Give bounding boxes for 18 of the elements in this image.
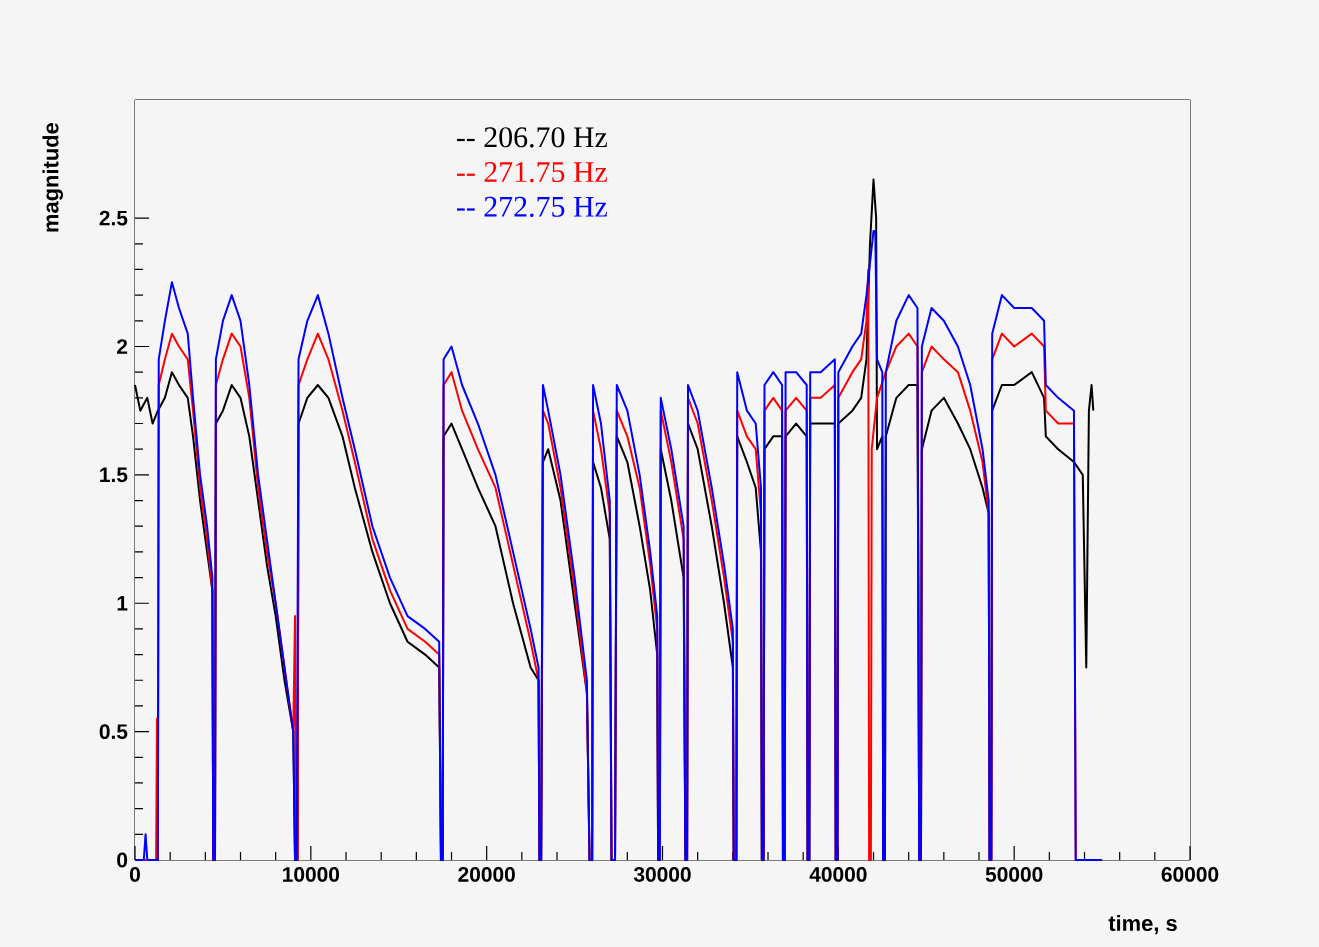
y-tick-label: 0.5 [99, 724, 128, 740]
y-tick-label: 2 [117, 339, 128, 354]
x-tick-label: 10000 [283, 867, 340, 882]
x-tick-label: 30000 [633, 867, 691, 882]
x-tick-label: 0 [130, 867, 140, 882]
y-tick-label: 2.5 [99, 210, 128, 226]
y-axis-title: magnitude [42, 122, 63, 232]
x-tick-label: 20000 [458, 867, 515, 882]
x-tick-label: 40000 [809, 867, 867, 882]
y-tick-label: 1.5 [100, 467, 128, 483]
text: -- 206.70 Hz [456, 127, 607, 148]
x-tick-label: 50000 [985, 867, 1043, 882]
text: -- 271.75 Hz [456, 162, 607, 183]
y-tick-label: 0 [117, 852, 128, 868]
x-axis-title: time, s [1108, 914, 1177, 935]
text: -- 272.75 Hz [456, 196, 607, 217]
y-tick-label: 1 [117, 596, 128, 611]
x-tick-label: 60000 [1161, 867, 1219, 882]
